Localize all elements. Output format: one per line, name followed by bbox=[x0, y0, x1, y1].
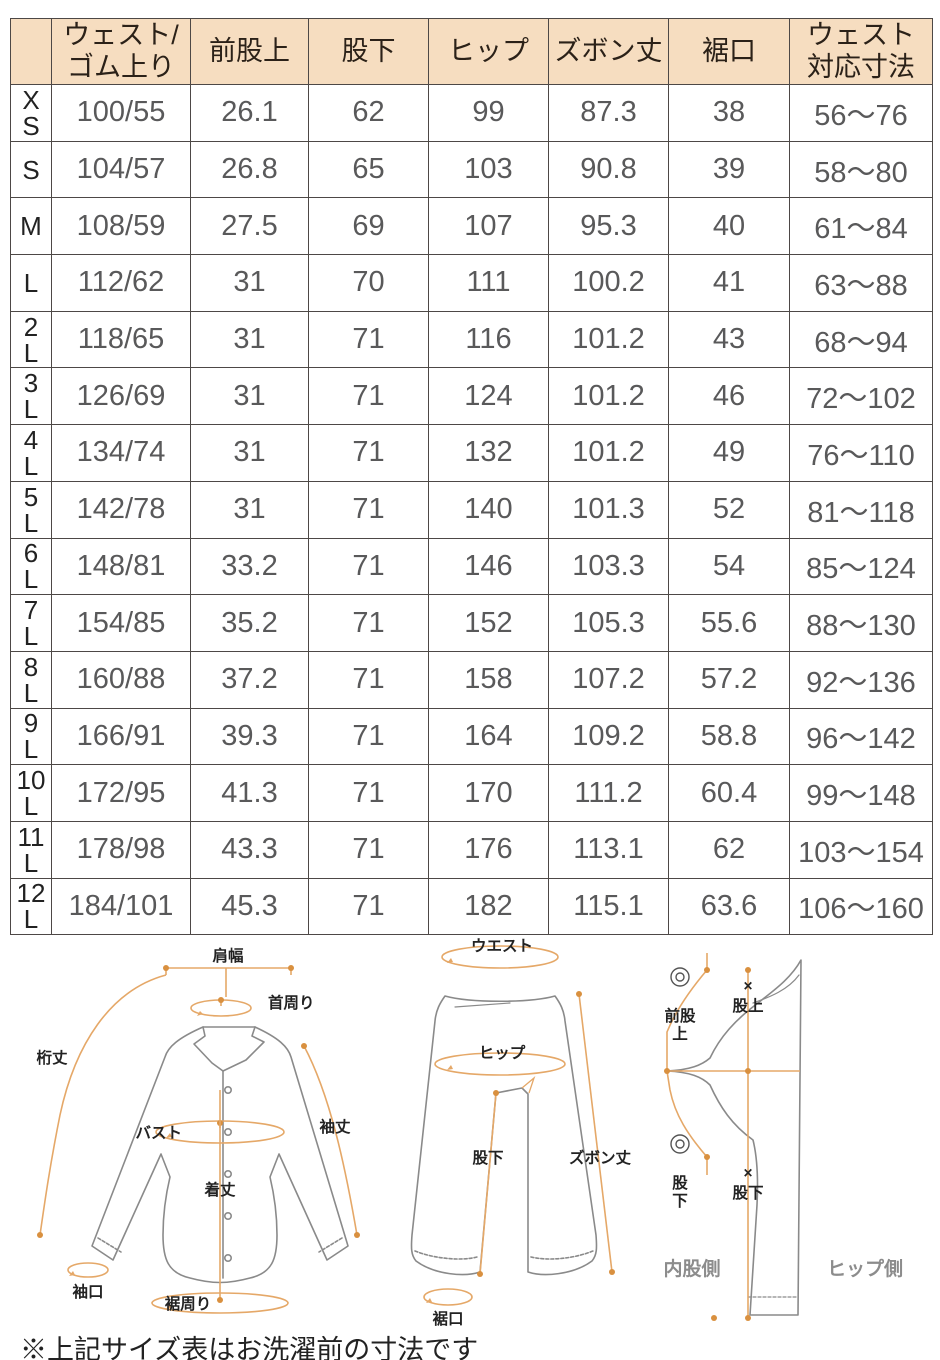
svg-text:ズボン丈: ズボン丈 bbox=[569, 1148, 632, 1167]
svg-text:内股側: 内股側 bbox=[663, 1257, 720, 1280]
svg-text:股下: 股下 bbox=[732, 1184, 763, 1202]
svg-text:着丈: 着丈 bbox=[203, 1180, 236, 1199]
svg-text:上: 上 bbox=[672, 1025, 688, 1043]
svg-text:股: 股 bbox=[672, 1174, 688, 1192]
svg-text:裾口: 裾口 bbox=[432, 1309, 463, 1328]
svg-text:下: 下 bbox=[672, 1193, 688, 1210]
svg-text:前股: 前股 bbox=[664, 1006, 696, 1025]
svg-text:ウエスト: ウエスト bbox=[471, 937, 533, 955]
svg-text:袖口: 袖口 bbox=[72, 1282, 103, 1301]
svg-text:ヒップ: ヒップ bbox=[479, 1043, 526, 1062]
svg-text:肩幅: 肩幅 bbox=[212, 946, 244, 965]
svg-text:股下: 股下 bbox=[472, 1149, 503, 1167]
svg-text:バスト: バスト bbox=[135, 1124, 182, 1142]
svg-text:首周り: 首周り bbox=[268, 993, 315, 1012]
svg-text:袖丈: 袖丈 bbox=[319, 1117, 351, 1136]
svg-text:×: × bbox=[743, 978, 752, 995]
svg-text:裾周り: 裾周り bbox=[165, 1294, 212, 1313]
svg-text:×: × bbox=[743, 1165, 752, 1182]
svg-text:股上: 股上 bbox=[732, 997, 764, 1015]
svg-text:桁丈: 桁丈 bbox=[36, 1048, 68, 1067]
svg-text:ヒップ側: ヒップ側 bbox=[827, 1257, 903, 1280]
